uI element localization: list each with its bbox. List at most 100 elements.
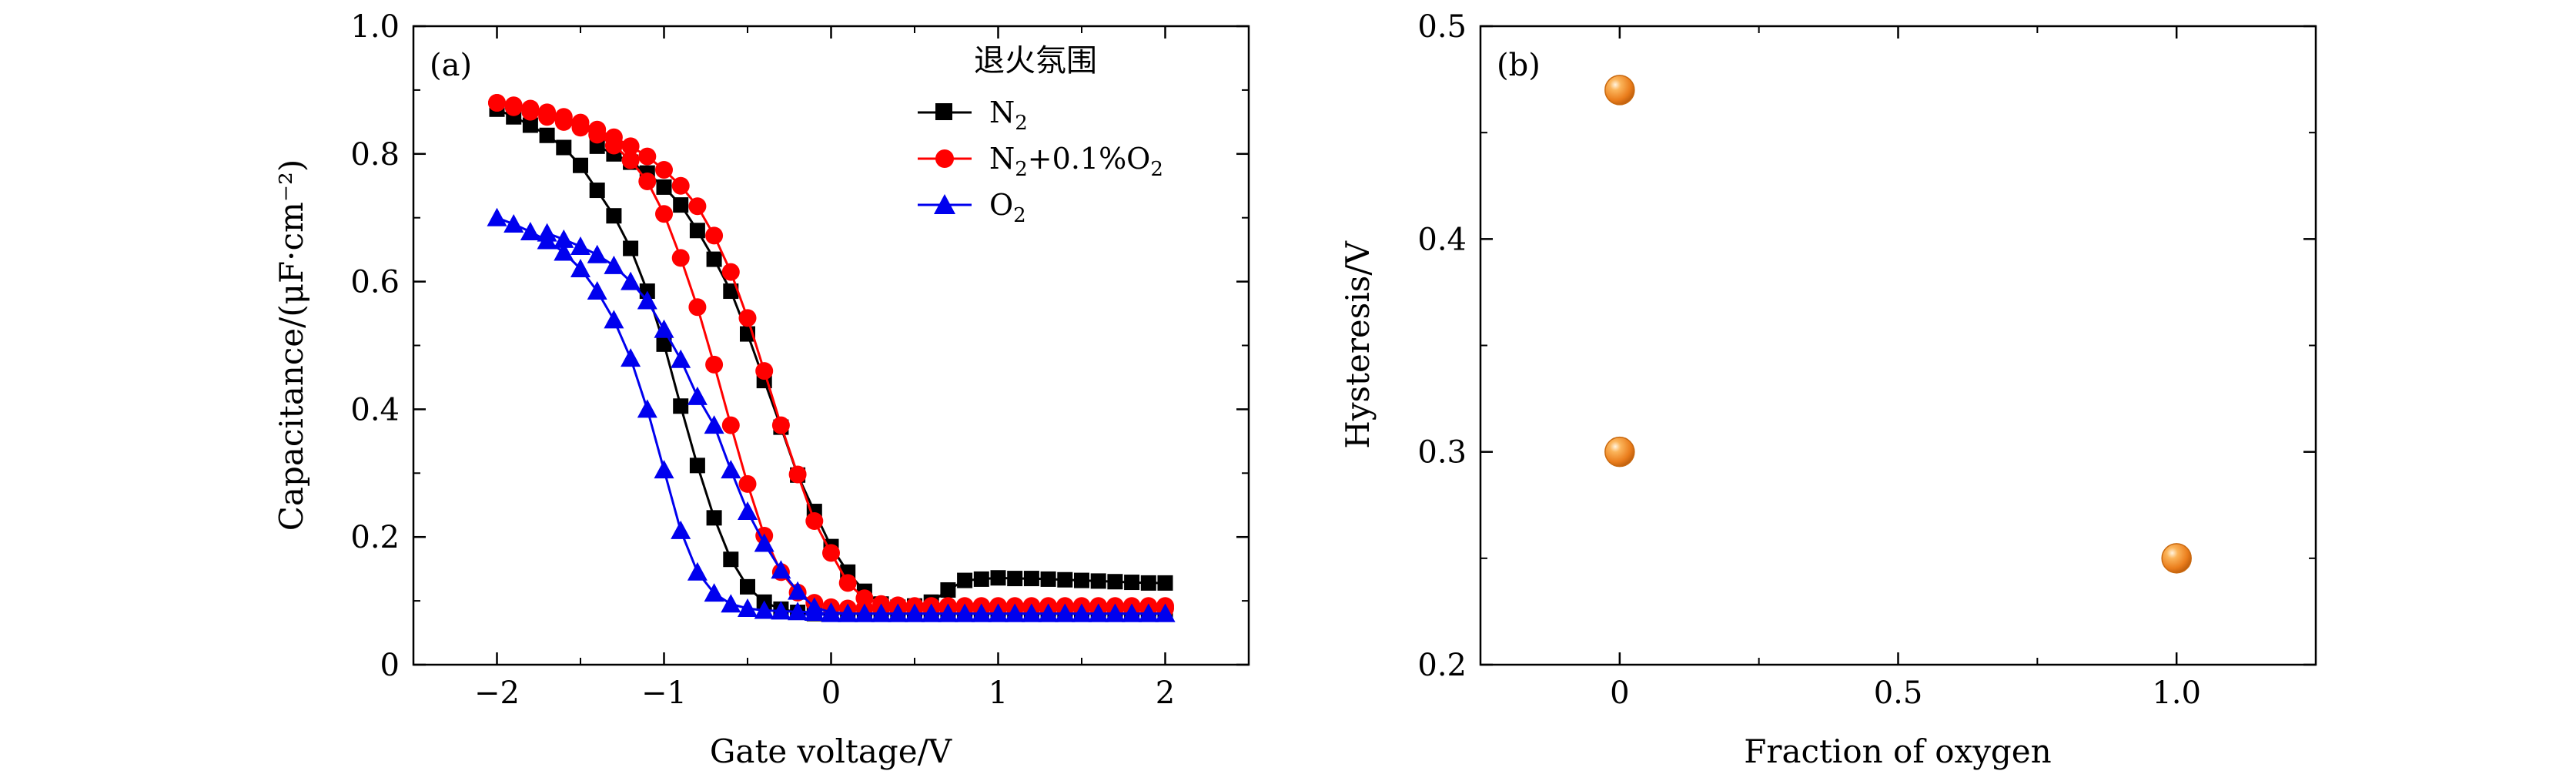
series-n2-forward-point bbox=[623, 240, 639, 256]
panel-a-ticks: −2 −1 0 1 2 0 0.2 0.4 0.6 0.8 1.0 bbox=[350, 9, 1250, 711]
series-o2-reverse-point bbox=[788, 581, 808, 600]
series-n2-o2-reverse-point bbox=[588, 120, 607, 139]
series-n2-o2-reverse-point bbox=[521, 99, 540, 118]
series-n2-o2-reverse-point bbox=[721, 263, 740, 281]
series-o2-reverse-point bbox=[804, 597, 825, 616]
legend-label-n2-o2-main: N bbox=[989, 142, 1015, 176]
series-n2-o2-reverse-point bbox=[638, 147, 657, 166]
series-n2-reverse-point bbox=[1157, 575, 1173, 591]
legend-label-o2: O2 bbox=[989, 188, 1026, 227]
series-n2-o2-reverse-point bbox=[504, 96, 523, 115]
panel-a-y-tick-label: 0.8 bbox=[350, 137, 400, 173]
series-n2-o2-reverse-point bbox=[822, 544, 840, 562]
legend-label-n2-o2-sub2: 2 bbox=[1150, 158, 1163, 181]
panel-a-y-axis-title: Capacitance/(μF·cm⁻²) bbox=[273, 159, 310, 531]
series-o2-reverse-point bbox=[654, 319, 674, 338]
series-n2-reverse-point bbox=[1007, 571, 1023, 587]
series-n2-o2-forward-line bbox=[497, 102, 1166, 610]
series-n2-o2-reverse-point bbox=[571, 113, 590, 132]
series-n2-o2-forward-point bbox=[705, 355, 724, 374]
series-n2-forward-point bbox=[522, 117, 538, 133]
panel-a-x-tick-label: 0 bbox=[821, 675, 841, 711]
panel-b-plot-frame bbox=[1479, 25, 2317, 666]
series-o2-reverse-point bbox=[554, 229, 574, 248]
series-o2-reverse-point bbox=[921, 603, 942, 622]
series-n2-o2-forward-point bbox=[621, 151, 640, 169]
series-n2-reverse-point bbox=[1057, 572, 1073, 588]
panel-b-x-tick-label: 0.5 bbox=[1874, 675, 1923, 711]
series-n2-o2-reverse-point bbox=[805, 511, 824, 530]
series-n2-o2-reverse-point bbox=[655, 161, 673, 179]
series-o2-forward-point bbox=[654, 460, 674, 479]
panel-b-y-tick-label: 0.4 bbox=[1417, 222, 1467, 257]
series-o2-forward-point bbox=[704, 583, 724, 602]
hysteresis-point bbox=[1604, 436, 1635, 468]
series-n2-o2-reverse-point bbox=[488, 93, 506, 112]
panel-a-x-tick-label: −2 bbox=[474, 675, 520, 711]
series-n2-reverse-point bbox=[656, 179, 672, 195]
series-o2-forward-point bbox=[520, 221, 540, 240]
panel-a-y-tick-label: 0 bbox=[380, 648, 400, 683]
series-n2-o2-reverse-line bbox=[497, 102, 1166, 608]
series-o2-reverse-point bbox=[1072, 603, 1092, 622]
series-n2-o2-forward-point bbox=[738, 474, 757, 493]
legend-label-o2-main: O bbox=[989, 188, 1013, 222]
series-o2-reverse-point bbox=[687, 386, 708, 405]
series-o2-forward-point bbox=[570, 259, 590, 278]
series-o2-reverse-point bbox=[604, 255, 624, 274]
legend-title: 退火氛围 bbox=[974, 43, 1097, 79]
legend-label-n2-sub: 2 bbox=[1015, 112, 1028, 135]
series-n2-reverse-point bbox=[957, 572, 973, 588]
legend-label-n2: N2 bbox=[989, 96, 1028, 135]
series-n2-reverse-point bbox=[1107, 574, 1123, 590]
hysteresis-point bbox=[1604, 75, 1635, 106]
series-o2-forward-point bbox=[671, 520, 691, 539]
series-n2-o2-forward-point bbox=[655, 205, 673, 223]
series-n2-o2-forward-point bbox=[638, 172, 657, 190]
series-o2-reverse-point bbox=[738, 501, 758, 521]
series-n2-forward-point bbox=[689, 458, 705, 474]
series-o2-forward-point bbox=[554, 242, 574, 261]
series-o2-reverse-point bbox=[905, 603, 925, 622]
series-o2-forward-point bbox=[738, 598, 758, 618]
series-o2-reverse-point bbox=[1005, 603, 1025, 622]
series-n2-o2-forward-point bbox=[688, 298, 707, 317]
series-o2-forward-point bbox=[788, 602, 808, 621]
series-n2-reverse-point bbox=[973, 571, 989, 587]
legend-marker-o2 bbox=[934, 194, 955, 214]
series-o2-forward-point bbox=[503, 213, 524, 233]
legend-label-n2-o2-rest: +0.1%O bbox=[1028, 142, 1151, 176]
series-n2-reverse-point bbox=[1140, 575, 1156, 591]
panel-b-y-tick-label: 0.3 bbox=[1417, 435, 1467, 471]
series-o2-reverse-point bbox=[938, 603, 958, 622]
series-o2-reverse-point bbox=[637, 290, 657, 310]
legend-label-n2-main: N bbox=[989, 96, 1015, 129]
series-n2-o2-reverse-point bbox=[621, 137, 640, 156]
series-n2-o2-reverse-point bbox=[538, 103, 557, 122]
series-o2-reverse-point bbox=[1105, 603, 1126, 622]
panel-b-chart: 0 0.5 1.0 0.2 0.3 0.4 0.5 (b) Fraction of oxyg… bbox=[1339, 9, 2317, 770]
series-n2-forward-point bbox=[606, 208, 622, 224]
series-n2-reverse-point bbox=[940, 582, 956, 598]
series-n2-forward-point bbox=[723, 551, 739, 568]
series-o2-reverse-point bbox=[1038, 603, 1059, 622]
series-n2-o2-reverse-point bbox=[788, 465, 807, 484]
series-o2-reverse-point bbox=[537, 223, 557, 242]
panel-a-x-tick-label: −1 bbox=[641, 675, 687, 711]
series-o2-reverse-point bbox=[587, 244, 607, 263]
hysteresis-point bbox=[2161, 543, 2192, 574]
series-n2-forward-point bbox=[556, 139, 572, 156]
series-n2-forward-point bbox=[573, 157, 588, 173]
series-o2-reverse-point bbox=[1138, 603, 1159, 622]
series-n2-o2-reverse-point bbox=[771, 416, 790, 434]
series-o2-reverse-point bbox=[671, 349, 691, 368]
legend-label-n2-o2-sub: 2 bbox=[1015, 158, 1028, 181]
series-o2-forward-point bbox=[487, 207, 507, 226]
series-n2-forward-point bbox=[656, 336, 672, 352]
panel-a-y-tick-label: 0.2 bbox=[350, 520, 400, 555]
series-o2-forward-point bbox=[771, 601, 791, 620]
series-o2-reverse-point bbox=[704, 415, 724, 434]
series-n2-reverse-point bbox=[990, 570, 1006, 586]
panel-a-x-axis-title: Gate voltage/V bbox=[710, 732, 952, 770]
legend-marker-n2 bbox=[935, 103, 952, 120]
